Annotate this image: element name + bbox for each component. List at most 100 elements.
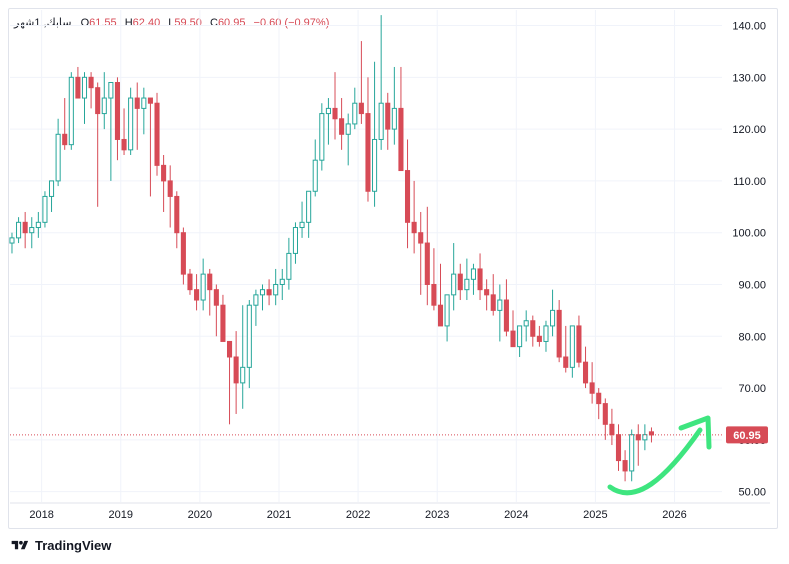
candle[interactable] (602, 398, 608, 440)
candle[interactable] (470, 263, 477, 295)
candle[interactable] (279, 268, 285, 301)
candle[interactable] (161, 155, 167, 212)
candle[interactable] (62, 98, 68, 150)
candle[interactable] (246, 300, 252, 389)
candle[interactable] (629, 429, 635, 482)
candle[interactable] (530, 315, 536, 347)
candle[interactable] (299, 201, 305, 238)
candle[interactable] (253, 289, 259, 326)
candle[interactable] (543, 320, 549, 352)
candle[interactable] (325, 98, 331, 145)
candle[interactable] (147, 97, 153, 197)
candle[interactable] (477, 253, 483, 301)
candle[interactable] (95, 82, 101, 207)
candle[interactable] (642, 424, 648, 451)
candle[interactable] (332, 72, 338, 140)
candle[interactable] (312, 139, 318, 197)
candle[interactable] (444, 294, 450, 342)
candle[interactable] (411, 180, 417, 254)
candle[interactable] (437, 263, 444, 327)
candle[interactable] (569, 325, 575, 378)
candle[interactable] (398, 66, 404, 172)
candle[interactable] (503, 279, 509, 337)
candle[interactable] (233, 331, 239, 414)
candle[interactable] (174, 191, 180, 249)
candle[interactable] (207, 268, 213, 316)
candle[interactable] (75, 66, 81, 99)
candle[interactable] (194, 274, 200, 311)
candle[interactable] (9, 232, 15, 254)
candle[interactable] (292, 222, 299, 264)
candle[interactable] (589, 362, 595, 404)
candle[interactable] (563, 325, 569, 373)
candle[interactable] (286, 237, 292, 290)
candle[interactable] (596, 388, 602, 420)
candle[interactable] (101, 72, 107, 130)
candle[interactable] (319, 103, 325, 171)
candle[interactable] (55, 118, 61, 187)
candle[interactable] (615, 424, 622, 471)
candle[interactable] (213, 284, 219, 337)
candle[interactable] (464, 258, 470, 301)
candle[interactable] (167, 165, 173, 228)
candle[interactable] (68, 72, 74, 150)
candle[interactable] (226, 340, 233, 425)
candle[interactable] (490, 274, 496, 316)
candle[interactable] (154, 92, 160, 176)
candle[interactable] (187, 268, 193, 295)
candle[interactable] (81, 72, 88, 124)
candle[interactable] (134, 82, 140, 150)
candle[interactable] (523, 310, 529, 342)
candle[interactable] (451, 243, 457, 311)
candle[interactable] (108, 82, 114, 181)
candle[interactable] (404, 139, 411, 249)
candle[interactable] (431, 248, 437, 311)
candle[interactable] (517, 325, 523, 357)
candle[interactable] (391, 66, 397, 145)
candle[interactable] (484, 279, 490, 311)
candle[interactable] (648, 427, 655, 443)
candle[interactable] (16, 217, 22, 244)
candle[interactable] (497, 284, 503, 342)
candle[interactable] (536, 325, 542, 347)
candle[interactable] (582, 346, 589, 389)
candle[interactable] (339, 98, 345, 150)
candle[interactable] (372, 61, 378, 207)
candle[interactable] (457, 263, 463, 301)
candle[interactable] (128, 87, 134, 156)
candle[interactable] (418, 211, 424, 295)
candle[interactable] (88, 72, 94, 109)
candle[interactable] (352, 87, 358, 130)
candle[interactable] (378, 15, 384, 150)
candle[interactable] (48, 180, 55, 212)
candle[interactable] (358, 41, 364, 124)
candle[interactable] (385, 92, 391, 150)
candle[interactable] (273, 268, 279, 306)
candle[interactable] (114, 77, 121, 161)
candle[interactable] (220, 294, 226, 342)
candle[interactable] (35, 211, 41, 238)
candle[interactable] (556, 300, 562, 363)
candle[interactable] (200, 258, 206, 311)
candle[interactable] (266, 279, 272, 306)
candle[interactable] (365, 77, 371, 202)
candle[interactable] (550, 289, 556, 337)
candle[interactable] (576, 315, 582, 368)
candle[interactable] (22, 211, 28, 249)
candle[interactable] (622, 450, 628, 482)
tradingview-brand[interactable]: TradingView (10, 538, 111, 553)
candle[interactable] (510, 310, 516, 348)
candle[interactable] (121, 108, 127, 156)
candle[interactable] (29, 217, 35, 249)
candle[interactable] (609, 408, 615, 446)
candle[interactable] (42, 191, 48, 228)
candle[interactable] (635, 424, 641, 466)
candle[interactable] (259, 284, 266, 311)
candle[interactable] (345, 113, 351, 166)
candle[interactable] (141, 87, 147, 135)
candle[interactable] (306, 190, 312, 238)
candle[interactable] (240, 305, 246, 409)
candle[interactable] (424, 206, 430, 306)
candle[interactable] (180, 227, 186, 285)
